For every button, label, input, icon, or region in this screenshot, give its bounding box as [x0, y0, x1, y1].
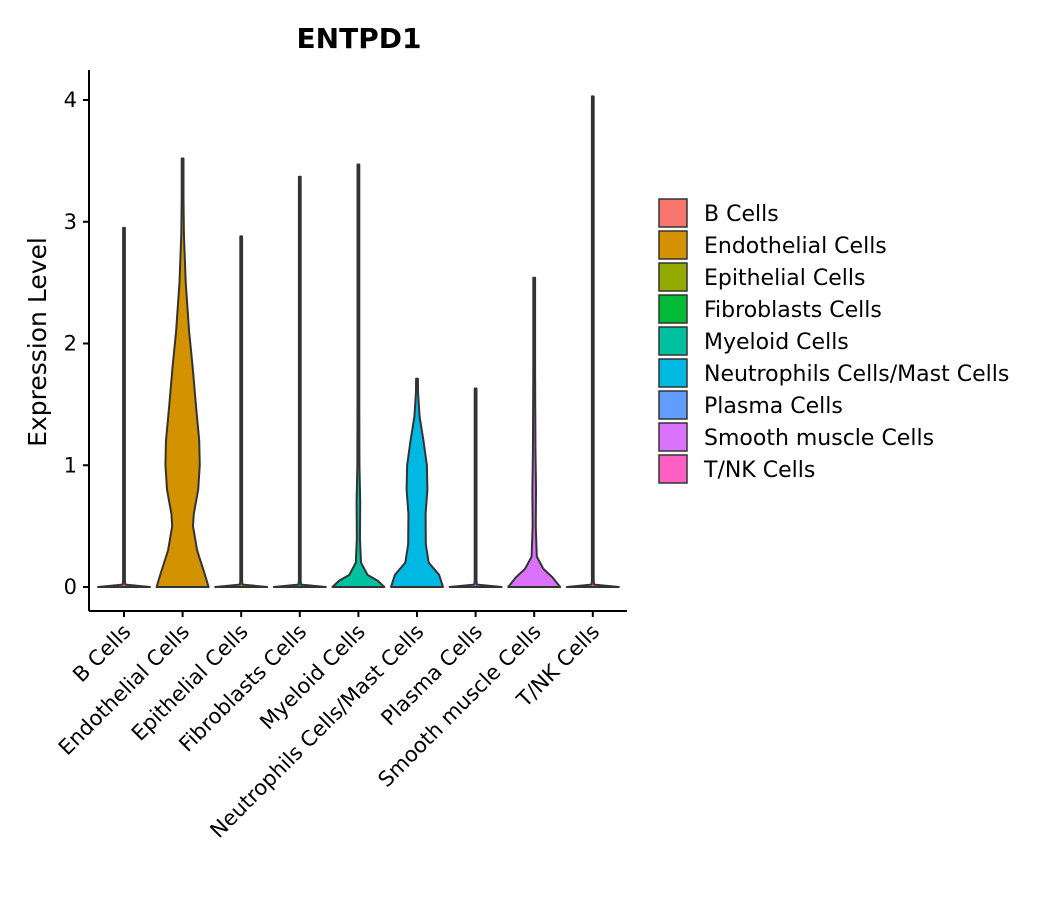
violin-smooth-muscle-cells: [507, 276, 562, 588]
y-tick-label: 4: [64, 88, 77, 112]
legend-swatch: [658, 198, 688, 228]
x-tick-label: Neutrophils Cells/Mast Cells: [205, 620, 428, 843]
violin-t-nk-cells: [565, 95, 620, 588]
legend-label: Epithelial Cells: [704, 266, 865, 291]
legend-label: Smooth muscle Cells: [704, 426, 934, 451]
legend-label: Myeloid Cells: [704, 330, 849, 355]
legend-label: B Cells: [704, 202, 779, 227]
y-tick-label: 3: [64, 210, 77, 234]
violin-neutrophils-cells-mast-cells: [390, 377, 444, 588]
x-tick-label: Myeloid Cells: [255, 620, 370, 735]
legend-label: Plasma Cells: [704, 394, 843, 419]
legend-swatch: [658, 230, 688, 260]
violin-b-cells: [97, 226, 151, 588]
legend-swatch: [658, 262, 688, 292]
legend-swatch: [658, 294, 688, 324]
legend-swatch: [658, 326, 688, 356]
y-tick-label: 1: [64, 453, 77, 477]
legend-swatch: [658, 390, 688, 420]
legend-label: Endothelial Cells: [704, 234, 887, 259]
y-tick-label: 2: [64, 332, 77, 356]
violin-fibroblasts-cells: [272, 175, 327, 588]
legend-swatch: [658, 358, 688, 388]
x-tick-label: Plasma Cells: [376, 620, 487, 731]
violin-plasma-cells: [448, 387, 503, 588]
legend-swatch: [658, 454, 688, 484]
legend-label: T/NK Cells: [703, 458, 815, 483]
y-tick-label: 0: [64, 575, 77, 599]
y-axis: 0 1 2 3 4: [64, 70, 90, 611]
legend: B Cells Endothelial Cells Epithelial Cells…: [658, 198, 1009, 484]
violins-group: [97, 95, 620, 588]
violin-endothelial-cells: [155, 157, 210, 588]
legend-label: Fibroblasts Cells: [704, 298, 882, 323]
violin-epithelial-cells: [214, 235, 269, 588]
violin-myeloid-cells: [331, 163, 386, 588]
y-axis-label: Expression Level: [23, 237, 52, 447]
legend-label: Neutrophils Cells/Mast Cells: [704, 362, 1009, 387]
legend-swatch: [658, 422, 688, 452]
chart-title: ENTPD1: [297, 22, 422, 55]
